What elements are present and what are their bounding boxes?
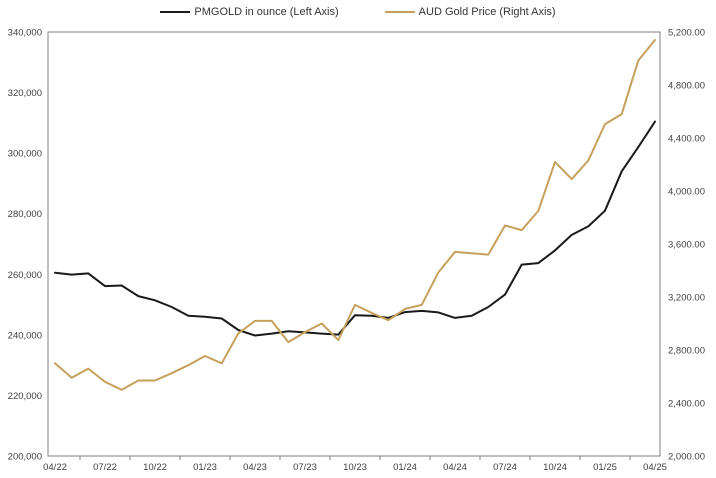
x-axis-tick-label: 07/22 [93,462,117,473]
legend-label-aud-gold: AUD Gold Price (Right Axis) [418,6,556,18]
legend-label-pmgold: PMGOLD in ounce (Left Axis) [194,6,339,18]
right-axis-tick-label: 2,800.00 [668,346,705,357]
left-axis-tick-label: 340,000 [8,28,42,39]
aud-gold-line-swatch [384,10,415,14]
x-axis-tick-label: 10/22 [143,462,167,473]
x-axis-tick-label: 04/22 [43,462,67,473]
legend-item-pmgold: PMGOLD in ounce (Left Axis) [160,6,339,18]
right-axis-tick-label: 2,000.00 [668,452,705,463]
x-axis-tick-label: 01/23 [193,462,217,473]
plot-border [47,31,661,457]
right-axis-tick-label: 4,800.00 [668,81,705,92]
left-axis-tick-label: 280,000 [8,209,42,220]
aud-gold-series-line [54,39,656,391]
pmgold-series-line [54,120,656,337]
left-axis-tick-label: 200,000 [8,452,42,463]
x-axis-tick-label: 10/24 [543,462,567,473]
x-axis-tick-label: 04/23 [243,462,267,473]
x-axis-tick-label: 07/23 [293,462,317,473]
right-axis-tick-label: 3,200.00 [668,293,705,304]
left-axis-tick-label: 220,000 [8,391,42,402]
left-axis-tick-label: 260,000 [8,270,42,281]
chart-legend: PMGOLD in ounce (Left Axis) AUD Gold Pri… [0,6,716,18]
x-axis-tick-label: 01/25 [593,462,617,473]
right-axis-tick-label: 4,000.00 [668,187,705,198]
x-axis-tick-label: 01/24 [393,462,417,473]
legend-item-aud-gold: AUD Gold Price (Right Axis) [384,6,556,18]
x-axis-tick-label: 04/24 [443,462,467,473]
pmgold-line-swatch [160,10,191,14]
left-axis-tick-label: 320,000 [8,88,42,99]
right-axis-tick-label: 3,600.00 [668,240,705,251]
x-axis-tick-label: 04/25 [643,462,667,473]
right-axis-tick-label: 5,200.00 [668,28,705,39]
right-axis-tick-label: 4,400.00 [668,134,705,145]
right-axis-tick-label: 2,400.00 [668,399,705,410]
x-axis-tick-label: 07/24 [493,462,517,473]
left-axis-tick-label: 300,000 [8,149,42,160]
left-axis-tick-label: 240,000 [8,330,42,341]
x-axis-tick-label: 10/23 [343,462,367,473]
